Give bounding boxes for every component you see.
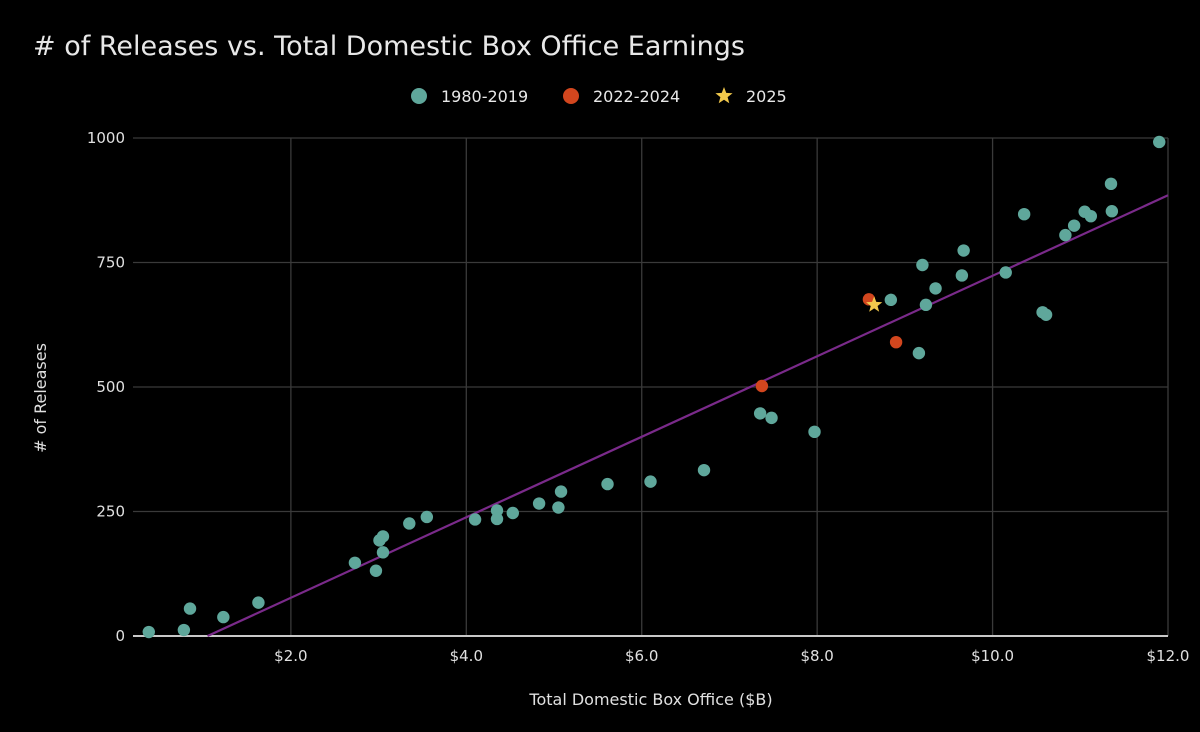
data-point <box>697 463 711 477</box>
chart-title: # of Releases vs. Total Domestic Box Off… <box>33 31 745 62</box>
x-tick-label: $10.0 <box>971 647 1014 665</box>
data-point <box>889 335 903 349</box>
data-point <box>142 625 155 639</box>
data-point <box>1153 135 1166 149</box>
data-point <box>252 596 265 609</box>
data-point <box>348 556 362 569</box>
data-point <box>183 602 197 615</box>
legend: 1980-2019 2022-2024 2025 <box>411 87 787 106</box>
data-point <box>753 407 767 420</box>
x-tick-label: $8.0 <box>800 647 833 665</box>
data-point-star <box>866 296 883 312</box>
data-point <box>808 425 821 439</box>
data-point <box>916 258 929 272</box>
data-point <box>468 513 482 526</box>
data-point <box>1105 205 1119 218</box>
data-point <box>999 266 1012 279</box>
trendline-group <box>207 194 1169 637</box>
data-point <box>490 512 504 526</box>
data-point <box>884 293 898 307</box>
legend-label: 2022-2024 <box>593 87 680 106</box>
y-tick-label: 750 <box>96 254 125 272</box>
legend-label: 2025 <box>746 87 787 106</box>
grid <box>133 137 1169 636</box>
data-point <box>765 411 778 425</box>
y-axis-title: # of Releases <box>31 343 50 453</box>
x-tick-label: $2.0 <box>274 647 307 665</box>
y-tick-label: 1000 <box>87 129 125 147</box>
data-point <box>532 497 546 510</box>
data-point <box>601 477 614 491</box>
data-point <box>420 510 434 524</box>
x-tick-label: $12.0 <box>1147 647 1190 665</box>
data-point <box>755 379 769 393</box>
x-tick-label: $4.0 <box>450 647 483 665</box>
legend-label: 1980-2019 <box>441 87 528 106</box>
data-point <box>1067 219 1081 232</box>
data-point <box>217 610 230 624</box>
data-point <box>644 475 657 488</box>
data-point <box>369 564 383 577</box>
data-point <box>1059 228 1072 242</box>
y-tick-labels: 0 250 500 750 1000 <box>87 129 125 645</box>
y-tick-label: 0 <box>115 627 125 645</box>
x-axis-title: Total Domestic Box Office ($B) <box>528 690 772 709</box>
data-point <box>1104 177 1118 191</box>
y-tick-label: 250 <box>96 503 125 521</box>
trendline <box>207 194 1169 637</box>
data-point <box>919 298 933 312</box>
legend-marker <box>411 88 427 104</box>
data-point <box>177 623 191 637</box>
x-tick-label: $6.0 <box>625 647 658 665</box>
data-point <box>929 282 942 295</box>
data-point <box>554 485 568 498</box>
data-point <box>376 546 390 559</box>
legend-marker <box>563 88 579 104</box>
data-point <box>1084 209 1098 223</box>
data-point <box>955 269 969 282</box>
data-point <box>506 506 519 520</box>
data-point <box>1017 207 1031 221</box>
legend-marker-star <box>715 87 733 104</box>
data-point <box>912 346 926 360</box>
data-point <box>403 517 416 530</box>
data-point <box>1039 308 1053 321</box>
x-tick-labels: $2.0 $4.0 $6.0 $8.0 $10.0 $12.0 <box>274 647 1189 665</box>
data-point <box>957 244 970 257</box>
data-points <box>142 135 1166 639</box>
y-tick-label: 500 <box>96 378 125 396</box>
data-point <box>376 530 390 543</box>
data-point <box>552 501 565 514</box>
